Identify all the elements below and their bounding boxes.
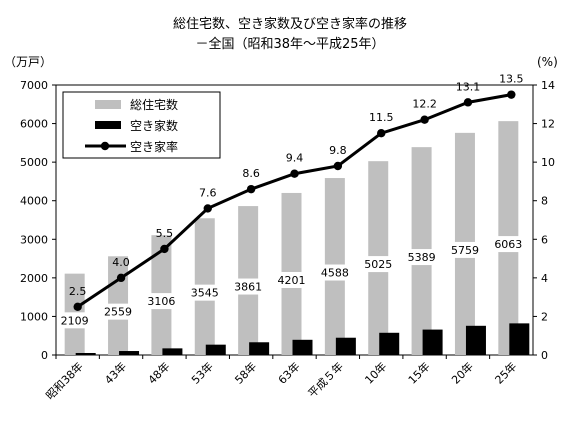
bar-vacant-houses	[162, 348, 183, 355]
bar-vacant-houses	[509, 323, 530, 355]
data-label-bg	[231, 278, 266, 295]
x-category-label: 15年	[405, 359, 433, 387]
data-label-bg	[404, 249, 439, 266]
data-label-bg	[361, 256, 396, 273]
bar-vacant-houses	[249, 342, 270, 355]
rate-point	[377, 129, 386, 138]
rate-point	[160, 244, 169, 254]
legend-swatch-total	[95, 100, 121, 109]
rate-point	[290, 169, 299, 178]
y-left-tick-label: 7000	[20, 79, 48, 92]
data-label-total-houses: 4588	[321, 267, 349, 280]
bar-vacant-houses	[205, 344, 226, 355]
data-label-bg	[187, 284, 222, 301]
rate-point	[246, 184, 256, 194]
x-category-label: 48年	[145, 359, 173, 387]
data-label-bg	[317, 264, 352, 281]
data-label-rate: 5.5	[156, 227, 174, 240]
data-label-bg	[57, 312, 92, 329]
data-label-rate: 7.6	[199, 186, 217, 199]
y-left-tick-label: 4000	[20, 195, 48, 208]
rate-point	[333, 161, 343, 171]
data-label-rate: 9.4	[286, 152, 304, 165]
y-left-tick-label: 2000	[20, 272, 48, 285]
legend: 総住宅数 空き家数 空き家率	[62, 91, 221, 159]
data-label-bg	[491, 236, 526, 253]
data-label-total-houses: 5759	[451, 244, 479, 257]
rate-point	[463, 98, 473, 107]
y-left-tick-label: 1000	[20, 310, 48, 323]
data-label-bg	[101, 303, 136, 320]
y-right-tick-label: 0	[541, 349, 548, 362]
rate-point	[420, 115, 429, 124]
y-right-tick-label: 2	[541, 310, 548, 323]
data-label-rate: 9.8	[329, 144, 347, 157]
x-category-label: 25年	[492, 359, 520, 387]
data-label-total-houses: 3861	[234, 281, 262, 294]
y-right-tick-label: 6	[541, 233, 548, 246]
rate-point	[116, 273, 126, 283]
chart-title: 総住宅数、空き家数及び空き家率の推移	[173, 16, 407, 32]
data-label-total-houses: 4201	[278, 274, 306, 287]
bar-vacant-houses	[119, 351, 140, 355]
data-label-total-houses: 3545	[191, 287, 219, 300]
y-right-tick-label: 4	[541, 272, 548, 285]
data-label-total-houses: 2559	[104, 306, 132, 319]
bar-vacant-houses	[465, 325, 486, 355]
y-left-tick-label: 3000	[20, 233, 48, 246]
rate-point	[203, 204, 212, 213]
legend-label-rate: 空き家率	[130, 139, 178, 154]
x-category-label: 58年	[232, 359, 260, 387]
y-left-tick-label: 5000	[20, 156, 48, 169]
data-label-rate: 8.6	[242, 167, 260, 180]
right-axis-unit: (%)	[537, 55, 558, 69]
chart-subtitle: －全国（昭和38年～平成25年）	[195, 36, 384, 52]
rate-point	[507, 90, 516, 99]
y-right-tick-label: 12	[541, 118, 555, 131]
legend-swatch-vacant	[95, 121, 121, 129]
data-label-rate: 13.1	[456, 80, 481, 93]
data-label-bg	[447, 241, 482, 258]
y-right-tick-label: 8	[541, 195, 548, 208]
data-label-rate: 12.2	[412, 98, 437, 111]
data-label-total-houses: 2109	[61, 314, 89, 327]
data-label-total-houses: 6063	[494, 238, 522, 251]
rate-point	[73, 302, 82, 311]
x-category-label: 63年	[275, 359, 303, 387]
y-left-tick-label: 6000	[20, 118, 48, 131]
data-label-rate: 13.5	[499, 73, 524, 86]
x-category-label: 昭和38年	[43, 359, 86, 402]
legend-label-total: 総住宅数	[130, 97, 178, 112]
left-axis-unit: （万戸）	[4, 55, 52, 69]
data-label-total-houses: 5025	[364, 258, 392, 271]
data-label-rate: 2.5	[69, 285, 87, 298]
data-label-rate: 11.5	[369, 111, 394, 124]
bar-vacant-houses	[292, 339, 313, 355]
data-label-rate: 4.0	[112, 256, 130, 269]
y-right-tick-label: 10	[541, 156, 555, 169]
bar-vacant-houses	[422, 329, 443, 355]
x-category-label: 20年	[448, 359, 476, 387]
data-label-total-houses: 3106	[147, 295, 175, 308]
legend-label-vacant: 空き家数	[130, 118, 178, 133]
y-left-tick-label: 0	[41, 349, 48, 362]
data-label-total-houses: 5389	[408, 251, 436, 264]
legend-swatch-rate-marker	[100, 141, 110, 151]
data-label-bg	[144, 293, 179, 310]
x-category-label: 43年	[102, 359, 130, 387]
bar-vacant-houses	[379, 332, 400, 355]
bar-vacant-houses	[75, 352, 96, 355]
bar-vacant-houses	[335, 337, 356, 355]
plot-area: 0 1000 2000 3000 4000 5000 6000 7000 0 2 4 6 8 10 12 14…	[20, 73, 555, 403]
x-category-label: 53年	[188, 359, 216, 387]
x-category-label: 平成５年	[305, 359, 346, 400]
x-category-label: 10年	[362, 359, 390, 387]
data-label-bg	[274, 271, 309, 288]
y-right-tick-label: 14	[541, 79, 555, 92]
